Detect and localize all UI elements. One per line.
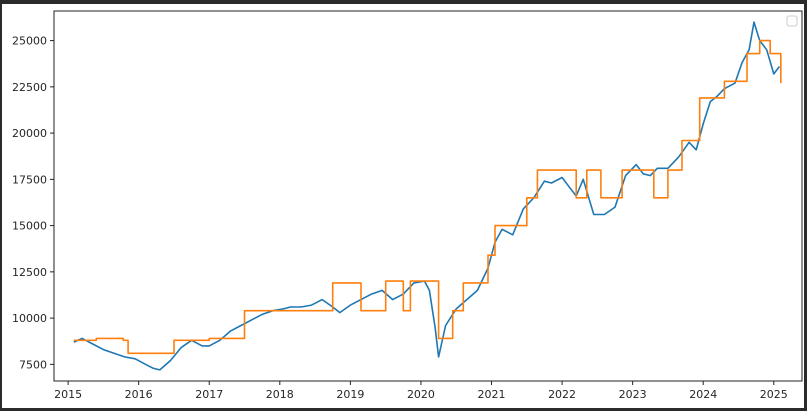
x-tick-label: 2024 (689, 388, 717, 401)
y-axis: 7500 10000 12500 15000 17500 20000 22500 25000 (12, 35, 54, 371)
legend-box (786, 15, 798, 27)
window-bottom-edge (0, 408, 807, 411)
y-tick-label: 22500 (12, 81, 47, 94)
y-tick-label: 7500 (19, 358, 47, 371)
x-tick-label: 2022 (548, 388, 576, 401)
window-top-edge (0, 0, 807, 4)
y-tick-label: 12500 (12, 266, 47, 279)
x-tick-label: 2021 (478, 388, 506, 401)
window-right-edge (804, 0, 807, 411)
x-tick-label: 2018 (266, 388, 294, 401)
y-tick-label: 10000 (12, 312, 47, 325)
x-tick-label: 2020 (407, 388, 435, 401)
y-tick-label: 25000 (12, 35, 47, 48)
axes-frame (53, 10, 803, 382)
series-layer (73, 21, 782, 371)
x-tick-label: 2015 (54, 388, 82, 401)
x-tick-label: 2023 (619, 388, 647, 401)
series-line-1 (73, 21, 781, 371)
x-tick-label: 2017 (195, 388, 223, 401)
x-tick-label: 2016 (125, 388, 153, 401)
window-left-edge (0, 0, 2, 411)
y-tick-label: 17500 (12, 173, 47, 186)
series-line-2 (73, 39, 782, 355)
x-tick-label: 2025 (760, 388, 788, 401)
x-tick-label: 2019 (336, 388, 364, 401)
y-tick-label: 20000 (12, 127, 47, 140)
y-tick-label: 15000 (12, 220, 47, 233)
x-axis: 2015 2016 2017 2018 2019 2020 2021 2022 2023 2024… (54, 381, 788, 401)
